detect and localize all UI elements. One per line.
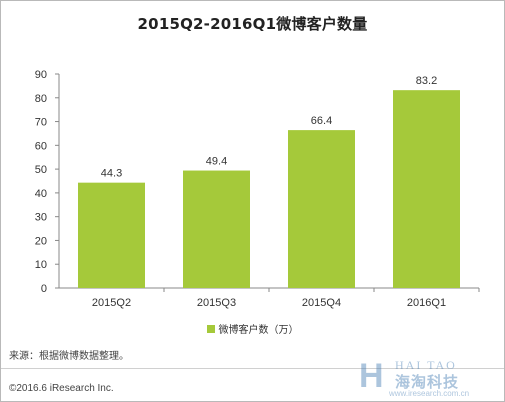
x-tick-label: 2015Q4 [302, 297, 341, 309]
y-tick-label: 90 [35, 69, 47, 81]
data-label: 83.2 [416, 75, 437, 87]
x-tick-label: 2015Q2 [92, 297, 131, 309]
y-tick-label: 50 [35, 164, 47, 176]
bar-2015Q2 [78, 182, 145, 288]
bar-2015Q4 [288, 130, 355, 288]
data-label: 44.3 [101, 168, 122, 180]
y-tick-label: 30 [35, 212, 47, 224]
watermark-url: www.iresearch.com.cn [389, 389, 470, 398]
y-tick-label: 60 [35, 140, 47, 152]
y-tick-label: 80 [35, 93, 47, 105]
legend-label: 微博客户数（万） [218, 325, 299, 336]
x-tick-label: 2016Q1 [407, 297, 446, 309]
bar-2015Q3 [183, 170, 250, 288]
data-label: 49.4 [206, 156, 227, 168]
legend: 微博客户数（万） [1, 321, 504, 336]
y-tick-label: 0 [41, 283, 47, 295]
y-tick-label: 70 [35, 117, 47, 129]
watermark-logo: H HAI TAO 海淘科技 www.iresearch.com.cn [359, 358, 499, 398]
y-tick-label: 10 [35, 259, 47, 271]
y-tick-label: 40 [35, 188, 47, 200]
source-note: 来源：根据微博数据整理。 [9, 351, 129, 362]
watermark-chinese: 海淘科技 [395, 373, 460, 391]
watermark-english: HAI TAO [395, 358, 457, 372]
data-label: 66.4 [311, 115, 332, 127]
watermark-letter: H [359, 357, 384, 395]
bar-chart: 0 10 20 30 40 50 60 70 80 90 44.3 2015Q2 49.4 2015Q3 6… [35, 69, 480, 309]
copyright-text: ©2016.6 iResearch Inc. [9, 383, 114, 394]
legend-swatch [206, 325, 215, 333]
bar-2016Q1 [393, 90, 460, 289]
divider [1, 368, 504, 369]
y-tick-label: 20 [35, 235, 47, 247]
x-tick-label: 2015Q3 [197, 297, 236, 309]
chart-title: 2015Q2-2016Q1微博客户数量 [137, 15, 368, 33]
